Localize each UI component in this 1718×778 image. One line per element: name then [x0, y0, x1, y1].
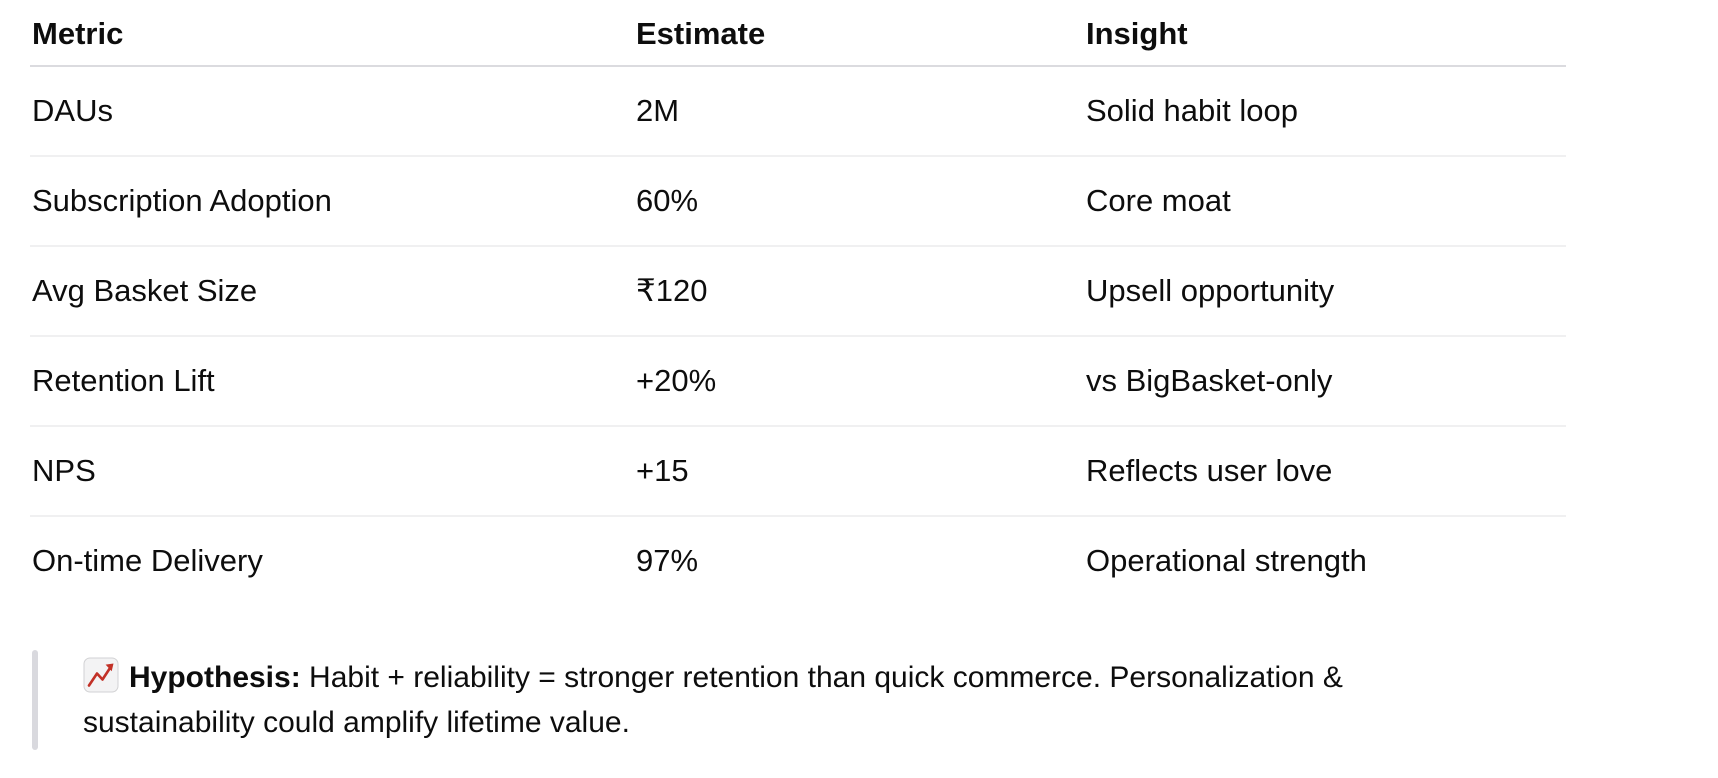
column-header-insight: Insight [1084, 0, 1566, 67]
table-row: Avg Basket Size ₹120 Upsell opportunity [30, 246, 1566, 337]
cell-metric: DAUs [30, 66, 634, 157]
chart-increasing-emoji [83, 657, 119, 693]
table-header-row: Metric Estimate Insight [30, 0, 1566, 67]
cell-estimate: 60% [634, 156, 1084, 247]
cell-insight: vs BigBasket-only [1084, 336, 1566, 427]
cell-metric: On-time Delivery [32, 543, 263, 578]
cell-insight: Operational strength [1086, 543, 1367, 578]
hypothesis-blockquote: Hypothesis: Habit + reliability = strong… [32, 650, 1492, 750]
cell-metric: NPS [30, 426, 634, 517]
hypothesis-text: Habit + reliability = stronger retention… [83, 661, 1343, 739]
cell-estimate: ₹120 [634, 246, 1084, 337]
table-row: NPS +15 Reflects user love [30, 426, 1566, 517]
hypothesis-label: Hypothesis: [129, 661, 301, 694]
metrics-table-container: Metric Estimate Insight DAUs 2M Solid ha… [30, 0, 1566, 605]
column-header-estimate: Estimate [634, 0, 1084, 67]
cell-insight: Upsell opportunity [1084, 246, 1566, 337]
table-row: Retention Lift +20% vs BigBasket-only [30, 336, 1566, 427]
table-row: Subscription Adoption 60% Core moat [30, 156, 1566, 247]
cell-metric: Avg Basket Size [30, 246, 634, 337]
cell-insight: Core moat [1084, 156, 1566, 247]
cell-estimate: +20% [634, 336, 1084, 427]
cell-estimate: 2M [634, 66, 1084, 157]
column-header-metric: Metric [30, 0, 634, 67]
table-row: DAUs 2M Solid habit loop [30, 66, 1566, 157]
cell-insight: Reflects user love [1084, 426, 1566, 517]
cell-metric: Retention Lift [30, 336, 634, 427]
blockquote-bar [32, 650, 38, 750]
cell-estimate: 97% [636, 543, 699, 578]
cell-estimate: +15 [634, 426, 1084, 517]
metrics-table: Metric Estimate Insight DAUs 2M Solid ha… [30, 0, 1566, 605]
cell-insight: Solid habit loop [1084, 66, 1566, 157]
cell-metric: Subscription Adoption [30, 156, 634, 247]
table-row: On-time Delivery 97% Operational strengt… [30, 516, 1566, 605]
